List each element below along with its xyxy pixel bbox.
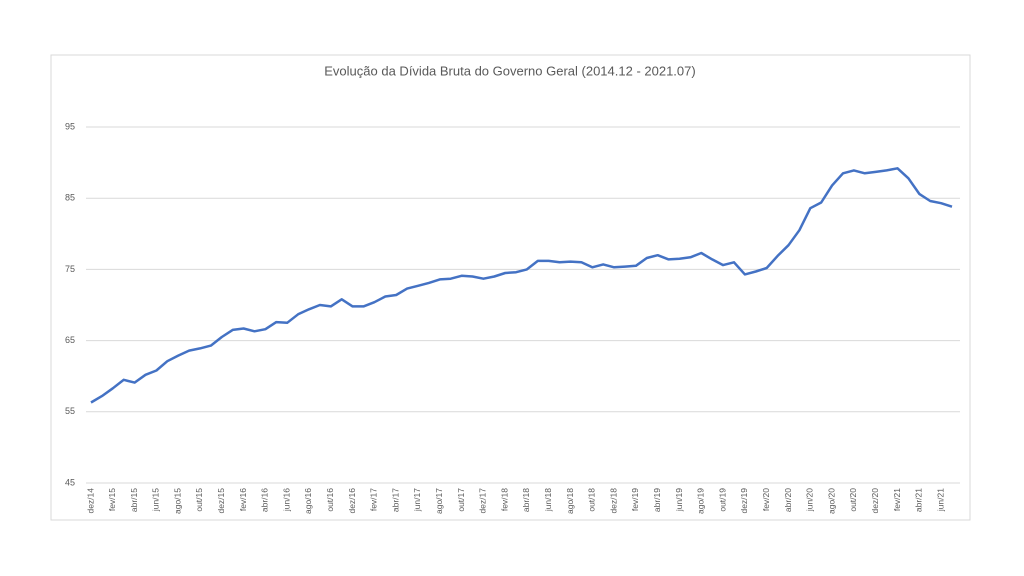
x-tick-label: dez/16 bbox=[347, 488, 357, 514]
x-tick-label: jun/16 bbox=[281, 488, 291, 512]
y-tick-label: 85 bbox=[65, 193, 75, 203]
x-tick-label: jun/18 bbox=[543, 488, 553, 512]
x-tick-label: dez/19 bbox=[739, 488, 749, 514]
x-tick-label: abr/16 bbox=[260, 488, 270, 512]
x-tick-label: fev/19 bbox=[630, 488, 640, 511]
x-tick-label: jun/17 bbox=[412, 488, 422, 512]
y-tick-label: 45 bbox=[65, 477, 75, 487]
x-tick-label: dez/14 bbox=[85, 488, 95, 514]
x-tick-label: abr/19 bbox=[652, 488, 662, 512]
x-tick-label: ago/19 bbox=[696, 488, 706, 514]
x-tick-label: ago/15 bbox=[172, 488, 182, 514]
x-tick-label: abr/20 bbox=[783, 488, 793, 512]
x-tick-label: abr/15 bbox=[129, 488, 139, 512]
x-tick-label: ago/17 bbox=[434, 488, 444, 514]
x-tick-label: out/18 bbox=[587, 488, 597, 512]
x-tick-label: dez/20 bbox=[870, 488, 880, 514]
x-tick-label: fev/20 bbox=[761, 488, 771, 511]
x-tick-label: ago/16 bbox=[303, 488, 313, 514]
x-tick-label: dez/15 bbox=[216, 488, 226, 514]
x-tick-label: abr/21 bbox=[914, 488, 924, 512]
y-tick-label: 95 bbox=[65, 121, 75, 131]
x-tick-label: ago/20 bbox=[826, 488, 836, 514]
x-tick-label: abr/18 bbox=[521, 488, 531, 512]
x-tick-label: dez/18 bbox=[608, 488, 618, 514]
chart-frame bbox=[50, 54, 971, 521]
x-tick-label: ago/18 bbox=[565, 488, 575, 514]
x-tick-label: dez/17 bbox=[478, 488, 488, 514]
x-tick-label: abr/17 bbox=[390, 488, 400, 512]
y-tick-label: 75 bbox=[65, 264, 75, 274]
x-tick-label: out/16 bbox=[325, 488, 335, 512]
x-tick-label: jun/20 bbox=[805, 488, 815, 512]
x-tick-label: out/20 bbox=[848, 488, 858, 512]
x-tick-label: out/19 bbox=[717, 488, 727, 512]
x-tick-label: fev/16 bbox=[238, 488, 248, 511]
x-tick-label: out/17 bbox=[456, 488, 466, 512]
x-tick-label: fev/21 bbox=[892, 488, 902, 511]
x-tick-label: fev/15 bbox=[107, 488, 117, 511]
x-tick-label: jun/19 bbox=[674, 488, 684, 512]
x-tick-label: jun/15 bbox=[151, 488, 161, 512]
y-tick-label: 65 bbox=[65, 335, 75, 345]
x-tick-label: fev/17 bbox=[369, 488, 379, 511]
data-line bbox=[90, 167, 953, 404]
x-tick-label: fev/18 bbox=[499, 488, 509, 511]
x-tick-label: jun/21 bbox=[935, 488, 945, 512]
y-tick-label: 55 bbox=[65, 406, 75, 416]
chart-title: Evolução da Dívida Bruta do Governo Gera… bbox=[324, 63, 695, 78]
x-tick-label: out/15 bbox=[194, 488, 204, 512]
